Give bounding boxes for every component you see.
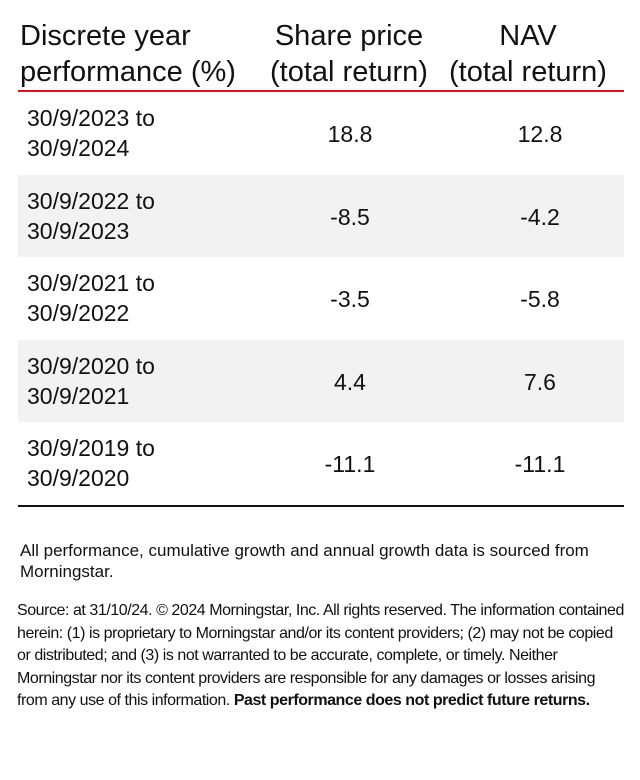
period-to: 30/9/2020 [27,465,130,491]
header-share-price: Share price (total return) [268,18,430,90]
period-to: 30/9/2021 [27,382,130,409]
header-period: Discrete year performance (%) [20,18,236,90]
discrete-performance-table: Discrete year performance (%) Share pric… [18,14,624,507]
period-to: 30/9/2023 [27,217,130,244]
nav-cell: 12.8 [517,121,563,147]
table-row: 30/9/2020 to 30/9/2021 4.4 7.6 [18,339,624,422]
header-share-price-line1: Share price [274,20,424,52]
nav-cell: -5.8 [520,286,560,312]
share-price-cell: 18.8 [327,121,373,147]
period-to: 30/9/2024 [27,135,130,161]
share-price-cell: 4.4 [334,368,366,395]
table-bottom-rule [18,504,624,507]
header-period-line2: performance (%) [20,56,236,88]
share-price-cell: -8.5 [330,203,370,230]
period-cell: 30/9/2019 to 30/9/2020 [27,433,155,493]
header-nav-line1: NAV [499,20,557,52]
table-header: Discrete year performance (%) Share pric… [18,14,624,92]
table-row: 30/9/2021 to 30/9/2022 -3.5 -5.8 [18,257,624,340]
table-row: 30/9/2023 to 30/9/2024 18.8 12.8 [18,92,624,175]
header-share-price-line2: (total return) [270,56,428,88]
period-cell: 30/9/2023 to 30/9/2024 [27,103,155,163]
nav-cell: -4.2 [520,203,560,230]
disclaimer-note: Source: at 31/10/24. © 2024 Morningstar,… [17,600,629,713]
data-source-note: All performance, cumulative growth and a… [20,541,589,581]
disclaimer-text: Source: at 31/10/24. © 2024 Morningstar,… [17,602,624,709]
period-from: 30/9/2021 to [27,270,155,296]
period-cell: 30/9/2021 to 30/9/2022 [27,268,155,328]
period-cell: 30/9/2020 to 30/9/2021 [27,351,155,411]
nav-cell: -11.1 [514,451,566,477]
table-row: 30/9/2022 to 30/9/2023 -8.5 -4.2 [18,174,624,257]
period-from: 30/9/2023 to [27,105,155,131]
table-row: 30/9/2019 to 30/9/2020 -11.1 -11.1 [18,422,624,505]
nav-cell: 7.6 [524,368,556,395]
header-nav-line2: (total return) [449,56,607,88]
period-from: 30/9/2019 to [27,435,155,461]
share-price-cell: -11.1 [324,451,376,477]
header-nav: NAV (total return) [443,18,613,90]
period-from: 30/9/2022 to [27,187,155,214]
period-to: 30/9/2022 [27,300,130,326]
header-period-line1: Discrete year [20,20,191,52]
period-cell: 30/9/2022 to 30/9/2023 [27,186,155,246]
share-price-cell: -3.5 [330,286,370,312]
period-from: 30/9/2020 to [27,352,155,379]
past-performance-warning: Past performance does not predict future… [233,692,590,709]
